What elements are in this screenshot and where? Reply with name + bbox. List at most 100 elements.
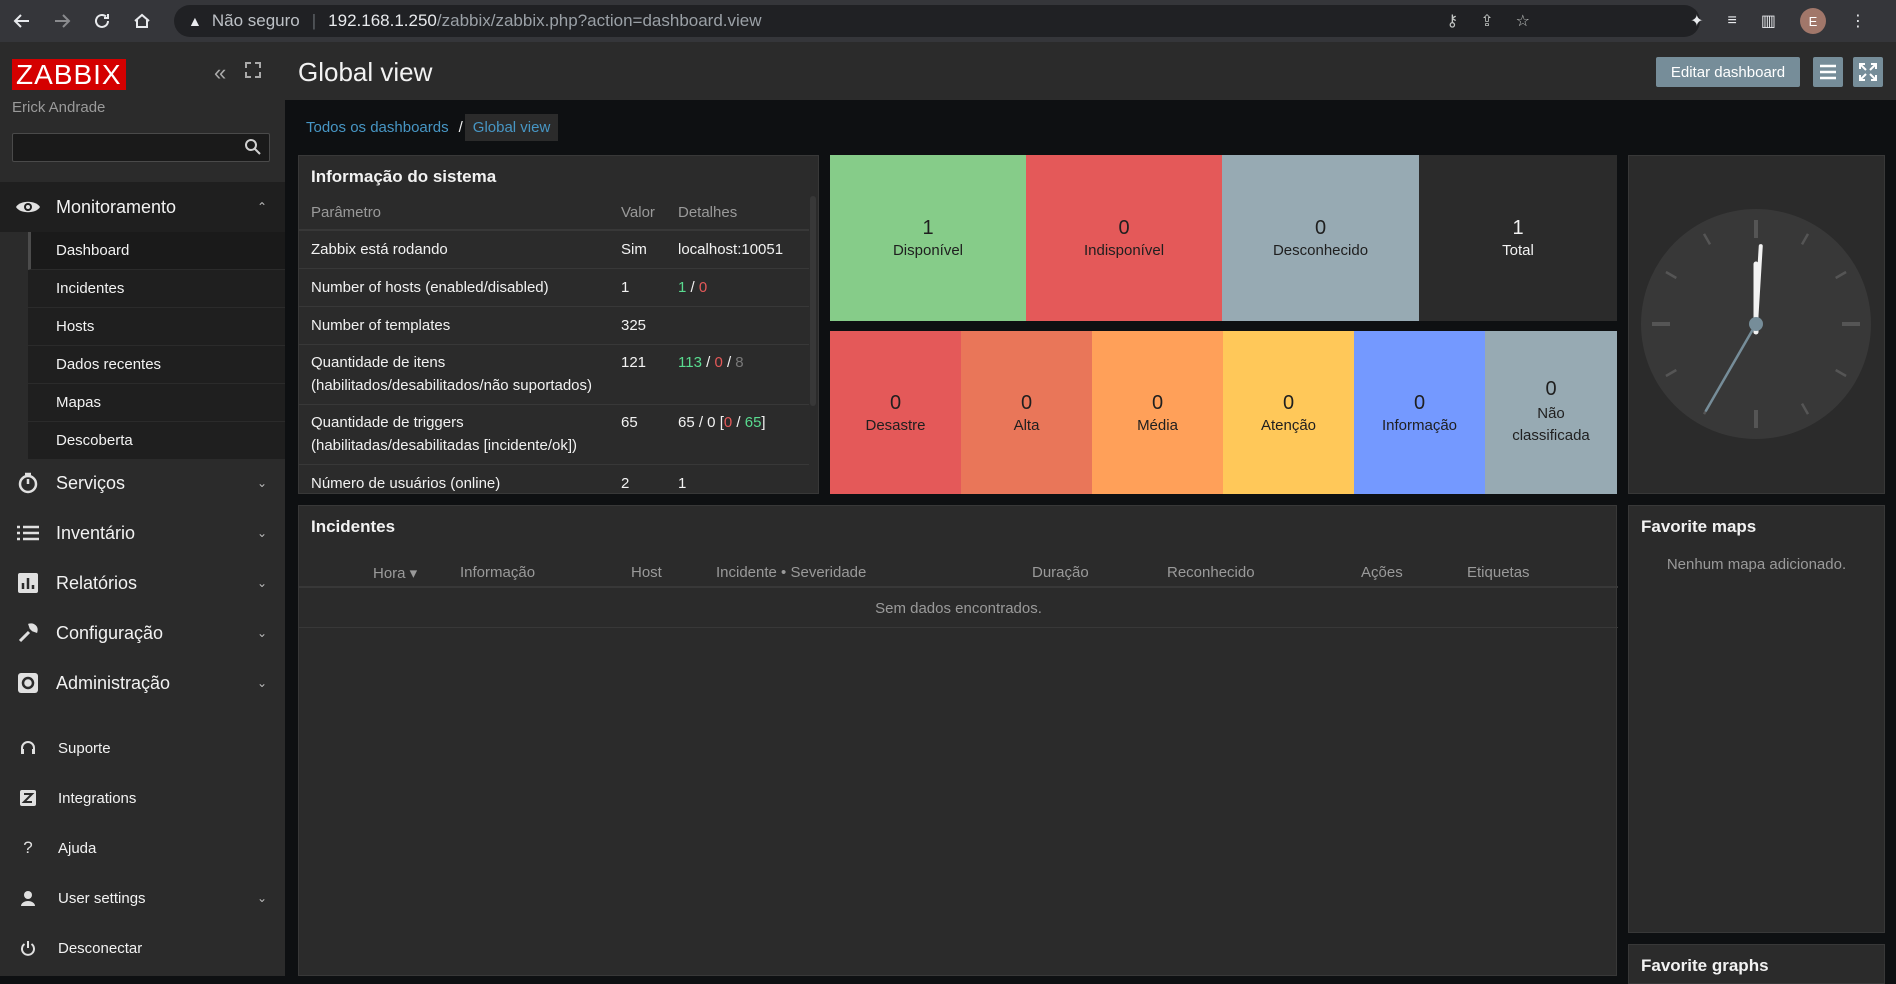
param-cell: Número de usuários (online) bbox=[299, 464, 621, 493]
chevron-down-icon: ⌄ bbox=[256, 576, 267, 590]
menu-ajuda-label: Ajuda bbox=[58, 839, 97, 857]
severity-tile-high[interactable]: 0 Alta bbox=[961, 331, 1092, 494]
table-row: Número de usuários (online) 2 1 bbox=[299, 464, 809, 493]
breadcrumb-all-dashboards[interactable]: Todos os dashboards bbox=[306, 118, 449, 136]
address-bar[interactable]: ▲ Não seguro | 192.168.1.250 /zabbix/zab… bbox=[174, 5, 1700, 37]
submenu-descoberta[interactable]: Descoberta bbox=[28, 422, 285, 460]
submenu-dados-recentes[interactable]: Dados recentes bbox=[28, 346, 285, 384]
severity-tile-information[interactable]: 0 Informação bbox=[1354, 331, 1485, 494]
menu-user-settings-label: User settings bbox=[58, 889, 146, 907]
reload-icon[interactable] bbox=[84, 3, 120, 39]
menu-monitoring-label: Monitoramento bbox=[56, 196, 177, 217]
menu-relatorios[interactable]: Relatórios ⌄ bbox=[0, 558, 285, 608]
user-name: Erick Andrade bbox=[12, 99, 106, 116]
severity-tile-not-classified[interactable]: 0 Não classificada bbox=[1485, 331, 1617, 494]
menu-administracao[interactable]: Administração ⌄ bbox=[0, 658, 285, 708]
actions-menu-button[interactable] bbox=[1813, 57, 1843, 87]
tile-label: Informação bbox=[1381, 416, 1458, 434]
menu-user-settings[interactable]: User settings ⌄ bbox=[0, 878, 285, 918]
widget-title: Incidentes bbox=[311, 517, 396, 536]
sidebar: ZABBIX « Erick Andrade Monitoramento ⌃ D… bbox=[0, 42, 285, 976]
severity-tile-average[interactable]: 0 Média bbox=[1092, 331, 1223, 494]
column-header: Etiquetas bbox=[1467, 564, 1530, 581]
sidebar-search-input[interactable] bbox=[12, 133, 270, 162]
menu-servicos[interactable]: Serviços ⌄ bbox=[0, 458, 285, 508]
submenu-incidentes[interactable]: Incidentes bbox=[28, 270, 285, 308]
back-icon[interactable] bbox=[4, 3, 40, 39]
column-header-time[interactable]: Hora ▾ bbox=[373, 565, 418, 582]
breadcrumb-current[interactable]: Global view bbox=[464, 113, 559, 141]
clock-tick bbox=[1665, 270, 1677, 280]
media-queue-icon[interactable]: ≡ bbox=[1727, 12, 1737, 29]
clock-second-hand bbox=[1704, 322, 1758, 412]
forward-icon[interactable] bbox=[44, 3, 80, 39]
empty-message: Sem dados encontrados. bbox=[299, 590, 1618, 628]
submenu-dashboard[interactable]: Dashboard bbox=[28, 232, 285, 270]
url-separator: | bbox=[311, 11, 317, 30]
menu-suporte[interactable]: Suporte bbox=[0, 728, 285, 768]
param-cell: Zabbix está rodando bbox=[299, 230, 621, 269]
collapse-sidebar-icon[interactable]: « bbox=[214, 60, 227, 85]
table-row: Number of hosts (enabled/disabled) 1 1 /… bbox=[299, 268, 809, 307]
column-header: Incidente • Severidade bbox=[716, 564, 867, 581]
chevron-down-icon: ⌄ bbox=[256, 526, 267, 540]
menu-administracao-label: Administração bbox=[56, 672, 171, 693]
menu-inventario-label: Inventário bbox=[56, 522, 136, 543]
ok-count: 65 bbox=[744, 413, 762, 431]
menu-configuracao[interactable]: Configuração ⌄ bbox=[0, 608, 285, 658]
param-cell: Quantidade de triggers (habilitadas/desab… bbox=[299, 404, 621, 465]
scrollbar[interactable] bbox=[810, 196, 816, 406]
clock-center bbox=[1749, 317, 1763, 331]
details-cell: 65 / 0 [0 / 65] bbox=[678, 404, 809, 465]
search-icon[interactable] bbox=[244, 138, 262, 161]
tile-count: 0 bbox=[1545, 378, 1557, 400]
url-host: 192.168.1.250 bbox=[328, 11, 437, 30]
table-row: Quantidade de triggers (habilitadas/desab… bbox=[299, 404, 809, 465]
bookmark-star-icon[interactable]: ☆ bbox=[1515, 13, 1530, 30]
severity-tile-warning[interactable]: 0 Atenção bbox=[1223, 331, 1354, 494]
extensions-icon[interactable]: ✦ bbox=[1690, 13, 1704, 30]
menu-suporte-label: Suporte bbox=[58, 739, 111, 757]
clock-tick bbox=[1702, 233, 1712, 245]
availability-tile-unavailable[interactable]: 0 Indisponível bbox=[1026, 155, 1222, 321]
widget-title: Favorite maps bbox=[1641, 517, 1757, 536]
menu-relatorios-label: Relatórios bbox=[56, 572, 138, 593]
incidents-table-header: Hora ▾ Informação Host Incidente • Sever… bbox=[299, 557, 1618, 588]
menu-integrations[interactable]: Integrations bbox=[0, 778, 285, 818]
submenu-mapas[interactable]: Mapas bbox=[28, 384, 285, 422]
edit-dashboard-button[interactable]: Editar dashboard bbox=[1656, 57, 1800, 87]
profile-avatar[interactable]: E bbox=[1800, 8, 1826, 34]
value-cell: Sim bbox=[621, 230, 678, 269]
param-line: (habilitadas/desabilitadas [incidente/ok… bbox=[311, 436, 577, 454]
value-cell: 325 bbox=[621, 306, 678, 345]
enabled-count: 1 bbox=[678, 278, 687, 296]
key-icon[interactable]: ⚷ bbox=[1446, 13, 1459, 30]
value-cell: 1 bbox=[621, 268, 678, 307]
menu-desconectar[interactable]: Desconectar bbox=[0, 928, 285, 968]
side-panel-icon[interactable]: ▥ bbox=[1760, 13, 1776, 30]
fullscreen-button[interactable] bbox=[1853, 57, 1883, 87]
menu-inventario[interactable]: Inventário ⌄ bbox=[0, 508, 285, 558]
submenu-hosts[interactable]: Hosts bbox=[28, 308, 285, 346]
chevron-down-icon: ⌄ bbox=[256, 891, 267, 905]
severity-tile-disaster[interactable]: 0 Desastre bbox=[830, 331, 961, 494]
zabbix-logo[interactable]: ZABBIX bbox=[12, 59, 126, 90]
share-icon[interactable]: ⇪ bbox=[1480, 13, 1494, 30]
availability-tile-available[interactable]: 1 Disponível bbox=[830, 155, 1026, 321]
widget-clock bbox=[1628, 155, 1885, 494]
browser-menu-icon[interactable]: ⋮ bbox=[1850, 13, 1866, 30]
home-icon[interactable] bbox=[124, 3, 160, 39]
menu-ajuda[interactable]: ? Ajuda bbox=[0, 828, 285, 868]
availability-tile-unknown[interactable]: 0 Desconhecido bbox=[1222, 155, 1419, 321]
menu-monitoring[interactable]: Monitoramento ⌃ bbox=[0, 182, 285, 232]
availability-tile-total: 1 Total bbox=[1419, 155, 1617, 321]
autohide-sidebar-icon[interactable] bbox=[245, 62, 261, 78]
value-cell: 121 bbox=[621, 344, 678, 405]
tile-count: 0 bbox=[1413, 391, 1426, 414]
page-header: Global view Editar dashboard bbox=[285, 42, 1896, 100]
param-line: (habilitados/desabilitados/não suportado… bbox=[311, 376, 593, 394]
url-path: /zabbix/zabbix.php?action=dashboard.view bbox=[436, 11, 762, 30]
widget-host-availability: 1 Disponível 0 Indisponível 0 Desconheci… bbox=[830, 155, 1617, 321]
breadcrumb: Todos os dashboards / Global view bbox=[298, 113, 559, 141]
details-prefix: 65 / 0 [ bbox=[678, 413, 724, 431]
